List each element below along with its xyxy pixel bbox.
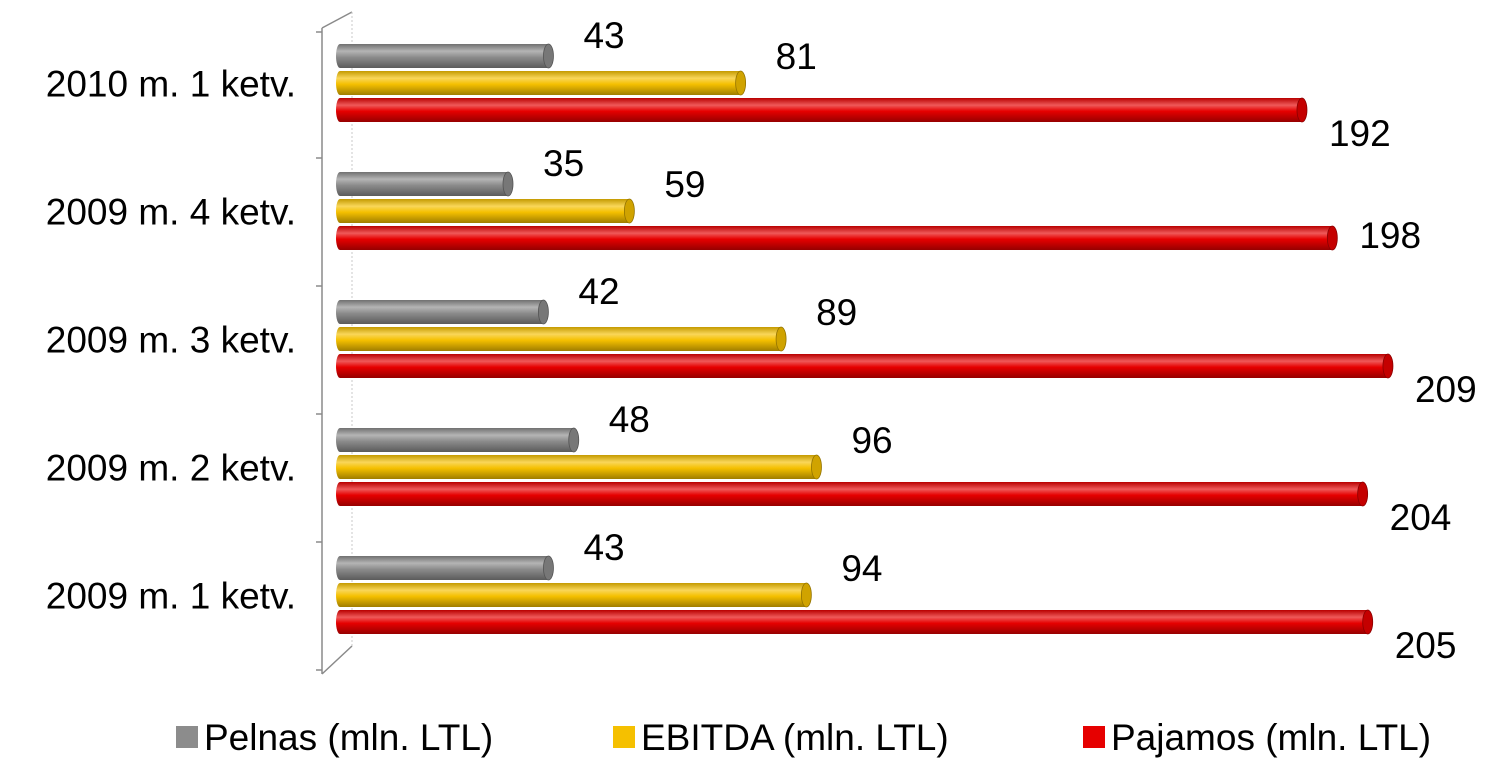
axis-line (321, 11, 353, 675)
bar-pajamos (336, 225, 1338, 251)
bars (336, 43, 1394, 635)
data-label: 42 (578, 271, 619, 312)
legend: Pelnas (mln. LTL) EBITDA (mln. LTL) Pajamo… (176, 717, 1431, 758)
data-label: 43 (583, 15, 624, 56)
data-label: 192 (1329, 113, 1391, 154)
data-label: 48 (609, 399, 650, 440)
bar-pajamos (336, 481, 1369, 507)
category-label: 2009 m. 4 ketv. (46, 192, 296, 233)
data-label: 204 (1390, 497, 1452, 538)
bar-ebitda (336, 454, 822, 480)
category-label: 2009 m. 3 ketv. (46, 320, 296, 361)
data-label: 35 (543, 143, 584, 184)
bar-pajamos (336, 353, 1394, 379)
legend-label: Pelnas (mln. LTL) (204, 717, 493, 758)
category-label: 2009 m. 1 ketv. (46, 576, 296, 617)
legend-label: EBITDA (mln. LTL) (641, 717, 949, 758)
data-label: 96 (851, 420, 892, 461)
bar-pelnas (336, 171, 514, 197)
legend-swatch (613, 726, 635, 748)
legend-item: EBITDA (mln. LTL) (613, 717, 949, 758)
bar-pajamos (336, 97, 1308, 123)
data-label: 59 (664, 164, 705, 205)
legend-item: Pelnas (mln. LTL) (176, 717, 493, 758)
bar-ebitda (336, 70, 747, 96)
bar-pajamos (336, 609, 1374, 635)
data-label: 209 (1415, 369, 1477, 410)
legend-swatch (1083, 726, 1105, 748)
category-labels: 2010 m. 1 ketv. 2009 m. 4 ketv. 2009 m. 3 … (46, 64, 296, 617)
data-label: 43 (583, 527, 624, 568)
bar-pelnas (336, 427, 580, 453)
data-label: 81 (776, 36, 817, 77)
data-label: 94 (841, 548, 882, 589)
bar-pelnas (336, 299, 549, 325)
bar-pelnas (336, 555, 554, 581)
category-label: 2010 m. 1 ketv. (46, 64, 296, 105)
category-label: 2009 m. 2 ketv. (46, 448, 296, 489)
legend-label: Pajamos (mln. LTL) (1111, 717, 1431, 758)
data-label: 198 (1359, 215, 1421, 256)
bar-pelnas (336, 43, 554, 69)
bar-ebitda (336, 198, 635, 224)
legend-swatch (176, 726, 198, 748)
value-labels: 43 81 192 35 59 198 42 89 209 48 96 204 43 94 205 (543, 15, 1477, 666)
data-label: 89 (816, 292, 857, 333)
bar-ebitda (336, 326, 787, 352)
bar-ebitda (336, 582, 812, 608)
data-label: 205 (1395, 625, 1457, 666)
legend-item: Pajamos (mln. LTL) (1083, 717, 1431, 758)
